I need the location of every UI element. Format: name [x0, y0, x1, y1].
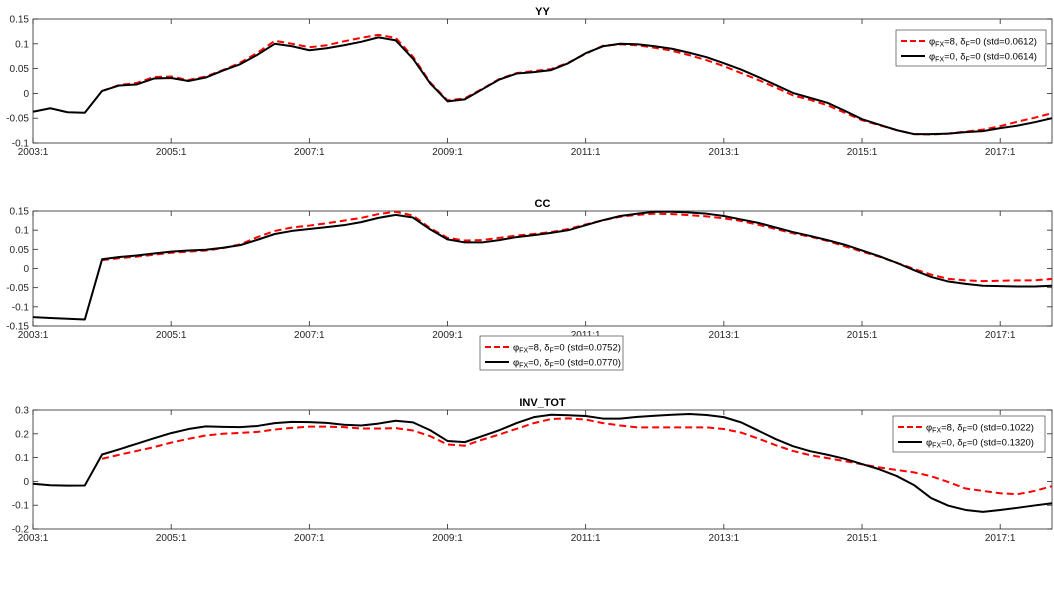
- x-tick-label: 2017:1: [985, 330, 1016, 341]
- y-tick-label: -0.1: [12, 501, 30, 512]
- y-tick-label: 0.15: [10, 207, 30, 218]
- series-line-phi-fx-8: [101, 417, 1053, 496]
- x-tick-label: 2005:1: [156, 533, 187, 544]
- x-tick-label: 2017:1: [985, 147, 1016, 158]
- legend-box: [479, 335, 624, 371]
- panel-title: INV_TOT: [519, 397, 566, 409]
- axes-box: [32, 18, 1053, 144]
- x-tick-label: 2011:1: [571, 330, 601, 341]
- panel-2: -0.15 -0.1 -0.05 0 0.05 0.1 0.15 2003:1 2005:1 20…: [6, 198, 1053, 371]
- x-tick-label: 2011:1: [571, 147, 601, 158]
- y-tick-label: 0: [23, 89, 29, 100]
- y-tick-label: -0.1: [12, 302, 30, 313]
- y-tick-label: 0.05: [10, 64, 30, 75]
- x-tick-label: 2003:1: [18, 330, 49, 341]
- legend-box: [892, 415, 1046, 453]
- x-tick-label: 2009:1: [432, 330, 463, 341]
- x-tick-label: 2007:1: [294, 147, 325, 158]
- legend-entry: φFX=8, δF=0 (std=0.0612): [929, 37, 1037, 49]
- series-line-phi-fx-0: [32, 36, 1053, 136]
- x-tick-label: 2015:1: [847, 330, 878, 341]
- x-tick-label: 2005:1: [156, 147, 187, 158]
- y-tick-label: 0.1: [15, 39, 29, 50]
- x-tick-label: 2011:1: [571, 533, 601, 544]
- panel-title: YY: [535, 6, 550, 18]
- x-tick-label: 2017:1: [985, 533, 1016, 544]
- y-tick-label: -0.2: [12, 525, 30, 536]
- legend-entry: φFX=0, δF=0 (std=0.0770): [513, 358, 621, 370]
- legend: φFX=8, δF=0 (std=0.0752) φFX=0, δF=0 (std…: [479, 335, 624, 371]
- y-tick-label: 0: [23, 477, 29, 488]
- x-tick-label: 2007:1: [294, 330, 325, 341]
- legend-entry: φFX=8, δF=0 (std=0.0752): [513, 343, 621, 355]
- y-tick-label: 0.05: [10, 245, 30, 256]
- axes-box: [32, 210, 1053, 327]
- x-tick-label: 2003:1: [18, 533, 49, 544]
- x-tick-label: 2009:1: [432, 147, 463, 158]
- legend-box: [895, 29, 1047, 67]
- y-tick-label: -0.05: [6, 114, 29, 125]
- x-tick-label: 2015:1: [847, 147, 878, 158]
- y-tick-label: 0: [23, 264, 29, 275]
- x-tick-label: 2005:1: [156, 330, 187, 341]
- legend-entry: φFX=0, δF=0 (std=0.0614): [929, 52, 1037, 64]
- x-tick-label: 2007:1: [294, 533, 325, 544]
- y-tick-label: 0.15: [10, 15, 30, 26]
- x-tick-label: 2013:1: [709, 330, 740, 341]
- x-tick-label: 2009:1: [432, 533, 463, 544]
- series-line-phi-fx-0: [32, 210, 1053, 321]
- y-tick-label: 0.1: [15, 453, 29, 464]
- x-tick-label: 2003:1: [18, 147, 49, 158]
- panel-title: CC: [535, 198, 551, 210]
- panel-3: -0.2 -0.1 0 0.1 0.2 0.3 2003:1 2005:1 2007:1 2009…: [12, 397, 1053, 544]
- x-tick-label: 2015:1: [847, 533, 878, 544]
- y-tick-label: 0.3: [15, 406, 29, 417]
- legend-entry: φFX=0, δF=0 (std=0.1320): [926, 438, 1034, 450]
- legend-entry: φFX=8, δF=0 (std=0.1022): [926, 423, 1034, 435]
- x-tick-label: 2013:1: [709, 147, 740, 158]
- legend: φFX=8, δF=0 (std=0.1022) φFX=0, δF=0 (std…: [892, 415, 1046, 453]
- y-tick-label: -0.1: [12, 139, 30, 150]
- legend: φFX=8, δF=0 (std=0.0612) φFX=0, δF=0 (std…: [895, 29, 1047, 67]
- x-tick-label: 2013:1: [709, 533, 740, 544]
- y-tick-label: -0.05: [6, 283, 29, 294]
- series-line-phi-fx-0: [32, 413, 1053, 513]
- y-tick-label: -0.15: [6, 322, 29, 333]
- y-tick-label: 0.1: [15, 226, 29, 237]
- y-tick-label: 0.2: [15, 429, 29, 440]
- panel-1: -0.1 -0.05 0 0.05 0.1 0.15 2003:1 2005:1 2007:1 2…: [6, 6, 1053, 158]
